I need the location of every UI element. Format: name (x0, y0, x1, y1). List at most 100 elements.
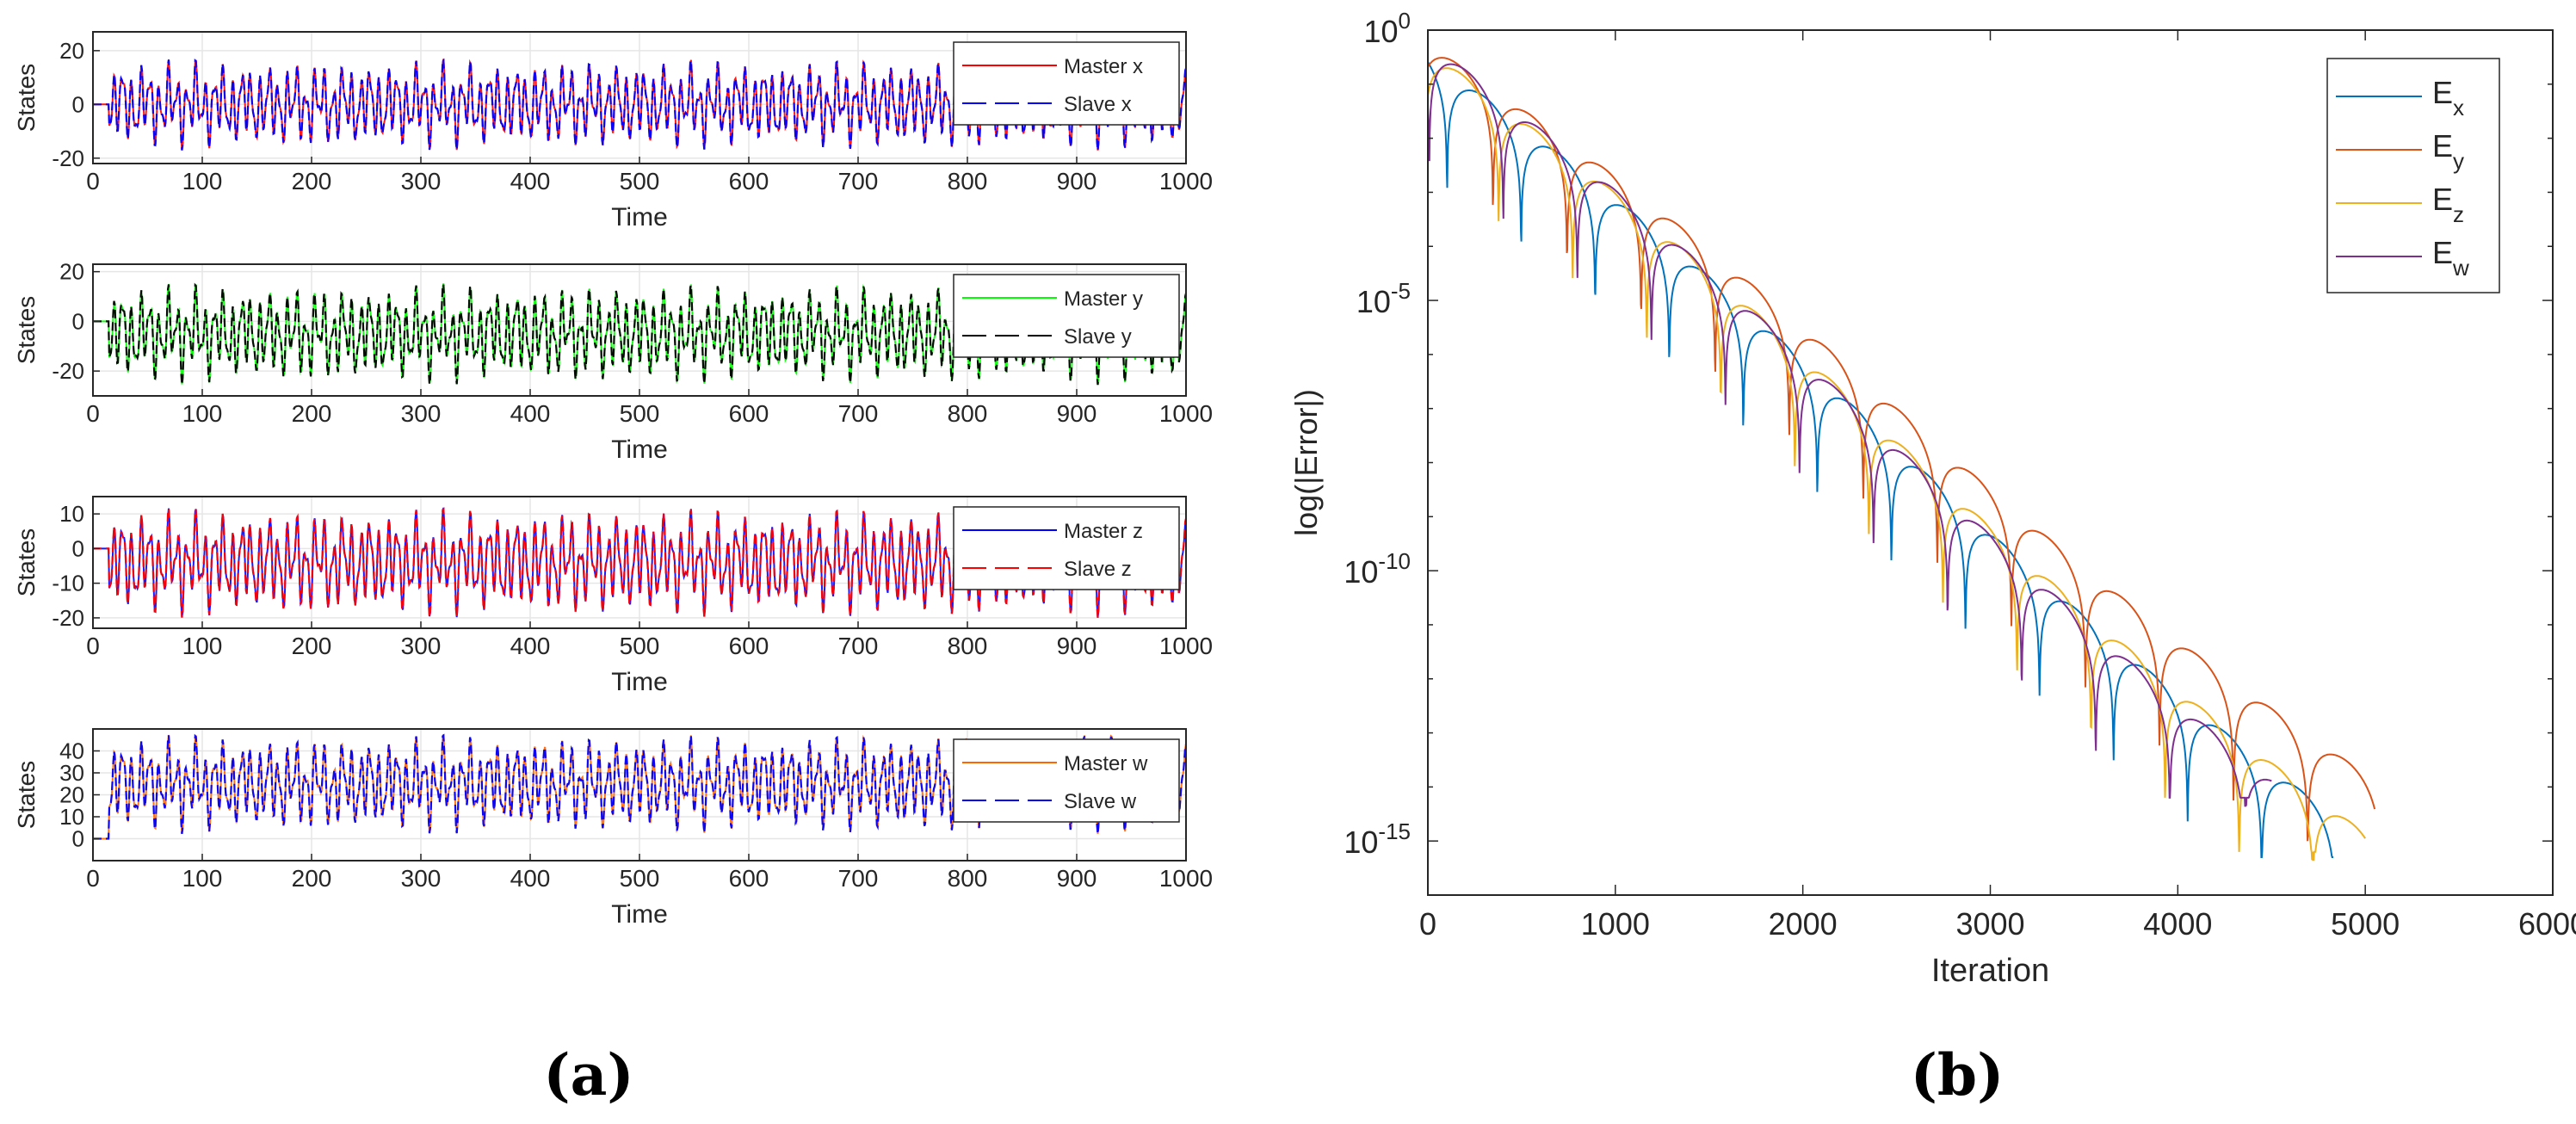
x-tick-label: 1000 (1159, 633, 1213, 659)
x-tick-label: 1000 (1581, 906, 1650, 942)
x-tick-label: 500 (620, 633, 660, 659)
time-series-panel-1: 0 100 200 300 400 500 600 700 800 900 1000-20020Ti… (13, 31, 1213, 232)
x-tick-label: 300 (401, 168, 442, 195)
legend-label: Slave x (1064, 93, 1132, 116)
x-tick-label: 100 (182, 168, 223, 195)
error-line-ez (1427, 67, 2367, 862)
x-tick-label: 200 (292, 168, 332, 195)
y-axis-label: States (13, 528, 40, 596)
x-tick-label: 500 (620, 168, 660, 195)
x-axis-label: Iteration (1931, 953, 2049, 989)
y-axis-label: States (13, 64, 40, 132)
y-tick-label: 30 (59, 760, 84, 786)
legend-box (953, 738, 1180, 823)
x-tick-label: 300 (401, 865, 442, 892)
legend: Master y Slave y (953, 274, 1180, 358)
x-axis-label: Time (611, 668, 668, 696)
x-tick-label: 500 (620, 400, 660, 427)
x-tick-label: 800 (948, 633, 988, 659)
error-line-ey (1427, 57, 2376, 842)
legend-label: Master x (1064, 55, 1143, 78)
x-tick-label: 0 (1419, 906, 1436, 942)
x-axis-label: Time (611, 900, 668, 929)
x-axis-label: Time (611, 203, 668, 232)
x-tick-label: 600 (729, 400, 769, 427)
y-tick-label: 10 (59, 804, 84, 830)
legend: Ex Ey Ez Ew (2326, 58, 2500, 293)
x-tick-label: 2000 (1769, 906, 1838, 942)
x-tick-label: 700 (838, 400, 879, 427)
x-tick-label: 400 (510, 168, 551, 195)
time-series-panel-4: 0 100 200 300 400 500 600 700 800 900 100001020304… (13, 728, 1213, 929)
y-tick-label: 0 (72, 826, 84, 852)
x-tick-label: 900 (1057, 168, 1097, 195)
legend-label: Slave z (1064, 558, 1132, 581)
x-tick-label: 500 (620, 865, 660, 892)
y-tick-label: 20 (59, 259, 84, 285)
x-tick-label: 0 (86, 633, 100, 659)
y-axis-label: States (13, 761, 40, 829)
x-tick-label: 400 (510, 633, 551, 659)
x-tick-label: 0 (86, 400, 100, 427)
y-tick-label: 100 (1363, 8, 1411, 49)
x-tick-label: 1000 (1159, 865, 1213, 892)
y-axis-label: log(|Error|) (1288, 389, 1324, 536)
y-tick-label: 0 (72, 308, 84, 334)
x-tick-label: 200 (292, 633, 332, 659)
legend-label: Ey (2432, 128, 2464, 174)
x-tick-label: 6000 (2518, 906, 2576, 942)
x-tick-label: 200 (292, 400, 332, 427)
x-tick-label: 200 (292, 865, 332, 892)
legend-label: Master y (1064, 287, 1143, 311)
legend-label: Ez (2432, 182, 2464, 227)
y-tick-label: 10-10 (1344, 548, 1411, 590)
y-tick-label: -20 (52, 358, 84, 384)
x-tick-label: 0 (86, 168, 100, 195)
legend-label: Master z (1064, 520, 1143, 543)
series-line-slave-y (93, 282, 1188, 386)
x-tick-label: 600 (729, 168, 769, 195)
y-axis-label: States (13, 296, 40, 364)
x-tick-label: 0 (86, 865, 100, 892)
y-tick-label: 10-5 (1356, 278, 1411, 319)
y-tick-label: 0 (72, 91, 84, 117)
x-tick-label: 800 (948, 865, 988, 892)
x-tick-label: 900 (1057, 400, 1097, 427)
x-tick-label: 1000 (1159, 400, 1213, 427)
error-line-ex (1427, 61, 2334, 858)
error-convergence-panel: 0 1000 2000 3000 4000 5000 6000 100 10-5 10-10 10-… (1288, 8, 2576, 989)
x-tick-label: 400 (510, 400, 551, 427)
y-tick-label: 10-15 (1344, 818, 1411, 860)
panel-label-a: (a) (543, 1041, 633, 1109)
y-tick-label: -10 (52, 571, 84, 596)
legend-box (953, 274, 1180, 358)
legend: Master x Slave x (953, 41, 1180, 126)
x-tick-label: 700 (838, 865, 879, 892)
x-tick-label: 1000 (1159, 168, 1213, 195)
y-tick-label: 0 (72, 535, 84, 561)
x-tick-label: 600 (729, 633, 769, 659)
legend-label: Ew (2432, 235, 2469, 281)
x-tick-label: 100 (182, 633, 223, 659)
y-tick-label: -20 (52, 145, 84, 171)
x-tick-label: 400 (510, 865, 551, 892)
y-tick-label: 20 (59, 38, 84, 64)
x-tick-label: 300 (401, 633, 442, 659)
x-tick-label: 100 (182, 865, 223, 892)
time-series-panel-2: 0 100 200 300 400 500 600 700 800 900 1000-20020Ti… (13, 259, 1213, 464)
x-tick-label: 800 (948, 400, 988, 427)
y-tick-label: 20 (59, 782, 84, 808)
legend-label: Master w (1064, 752, 1148, 775)
x-tick-label: 900 (1057, 633, 1097, 659)
x-tick-label: 800 (948, 168, 988, 195)
x-tick-label: 100 (182, 400, 223, 427)
legend-label: Ex (2432, 75, 2464, 120)
y-tick-label: 10 (59, 501, 84, 527)
x-tick-label: 3000 (1955, 906, 2024, 942)
legend-label: Slave y (1064, 325, 1132, 349)
x-tick-label: 700 (838, 168, 879, 195)
legend-label: Slave w (1064, 790, 1137, 813)
y-tick-label: -20 (52, 605, 84, 631)
x-tick-label: 600 (729, 865, 769, 892)
